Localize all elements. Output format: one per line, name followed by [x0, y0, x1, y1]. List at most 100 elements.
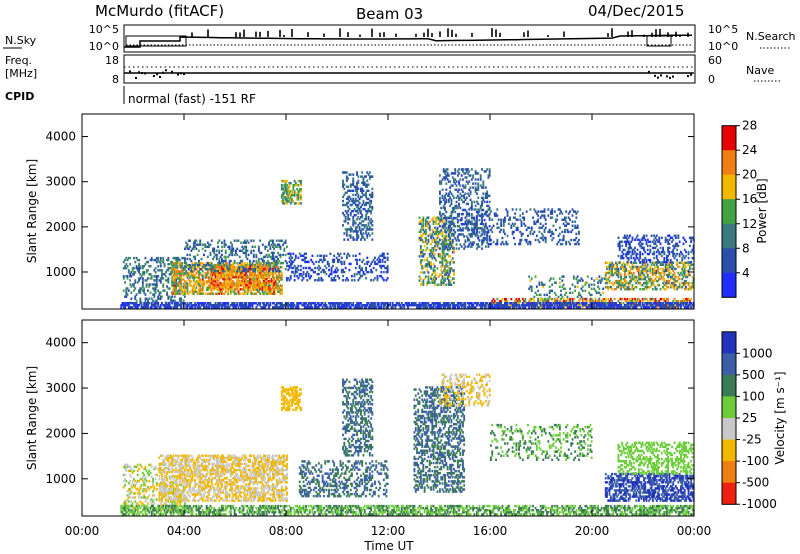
power-cell: [635, 267, 638, 271]
power-cell: [328, 264, 330, 268]
power-cell: [458, 182, 460, 185]
power-cell: [297, 198, 300, 201]
power-cell: [206, 272, 209, 275]
power-cell: [444, 194, 446, 198]
power-cell: [272, 283, 274, 287]
power-cell: [626, 297, 629, 301]
power-cell: [274, 288, 277, 291]
power-cell: [535, 285, 538, 288]
power-cell: [599, 281, 602, 284]
power-cell: [663, 297, 666, 301]
power-cell: [612, 263, 615, 267]
power-cell: [520, 232, 523, 236]
power-cell: [453, 277, 455, 280]
power-cell: [191, 270, 194, 273]
power-cell: [613, 263, 616, 267]
power-cell: [297, 256, 300, 260]
power-cell: [422, 232, 425, 236]
power-cell: [668, 242, 671, 246]
power-cell: [250, 283, 253, 287]
power-cell: [278, 270, 281, 273]
power-cell: [548, 228, 551, 232]
power-cell: [217, 283, 219, 287]
power-cell: [532, 216, 534, 219]
power-cell: [178, 258, 181, 262]
power-cell: [173, 295, 176, 298]
power-cell: [133, 267, 135, 270]
power-cell: [259, 251, 262, 255]
power-cell: [275, 259, 278, 263]
power-cell: [367, 218, 370, 221]
power-cell: [206, 288, 209, 291]
power-cell: [181, 270, 184, 273]
power-cell: [209, 251, 212, 255]
power-cell: [172, 282, 175, 285]
power-cell: [361, 268, 364, 272]
power-cell: [278, 280, 281, 283]
power-cell: [455, 188, 458, 191]
power-cell: [441, 220, 444, 223]
power-cell: [226, 286, 228, 289]
power-cell: [537, 238, 540, 242]
power-cell: [632, 271, 635, 275]
power-cell: [221, 253, 223, 257]
power-cell: [504, 218, 506, 221]
power-cell: [663, 256, 666, 260]
power-cell: [541, 297, 543, 301]
power-cell: [348, 207, 351, 211]
power-cell: [173, 299, 176, 302]
power-cell: [549, 216, 552, 219]
power-cell: [154, 299, 157, 302]
power-cell: [279, 292, 282, 295]
power-cell: [155, 260, 158, 264]
power-cell: [362, 270, 365, 274]
power-cell: [284, 239, 287, 242]
power-cell: [556, 242, 559, 246]
power-cell: [219, 290, 222, 293]
power-cell: [622, 267, 625, 271]
power-cell: [189, 282, 191, 285]
power-cell: [358, 226, 361, 229]
power-cell: [460, 174, 463, 177]
power-cell: [566, 230, 569, 234]
power-cell: [217, 271, 219, 275]
power-cell: [358, 272, 361, 276]
power-cell: [167, 267, 170, 270]
power-cell: [482, 214, 485, 218]
power-cell: [264, 284, 267, 287]
power-cell: [274, 270, 277, 273]
power-cell: [637, 267, 640, 271]
power-cell: [530, 287, 533, 291]
power-cell: [444, 196, 446, 200]
power-cell: [527, 226, 529, 230]
power-cell: [644, 275, 647, 279]
power-cell: [227, 267, 230, 271]
power-cell: [283, 249, 286, 253]
power-cell: [159, 281, 162, 284]
power-cell: [579, 293, 582, 297]
power-cell: [131, 269, 134, 272]
power-cell: [251, 286, 254, 289]
power-cell: [476, 210, 478, 214]
power-cell: [172, 266, 175, 269]
power-cell: [237, 281, 240, 285]
power-cell: [422, 216, 425, 219]
power-cell: [269, 288, 272, 291]
power-cell: [134, 260, 137, 264]
power-cell: [476, 228, 478, 232]
power-cell: [347, 201, 350, 205]
power-cell: [360, 274, 362, 278]
power-cell: [441, 271, 444, 274]
power-cell: [187, 274, 190, 277]
power-cell: [634, 279, 636, 283]
power-cell: [162, 258, 165, 262]
power-cell: [560, 242, 562, 246]
power-cell: [450, 283, 453, 286]
beam-title: Beam 03: [356, 5, 423, 23]
power-cell: [226, 281, 228, 285]
power-cell: [145, 260, 148, 264]
power-cell: [511, 232, 514, 236]
power-cell: [162, 289, 165, 292]
power-cell: [571, 214, 574, 217]
power-cell: [362, 232, 365, 235]
